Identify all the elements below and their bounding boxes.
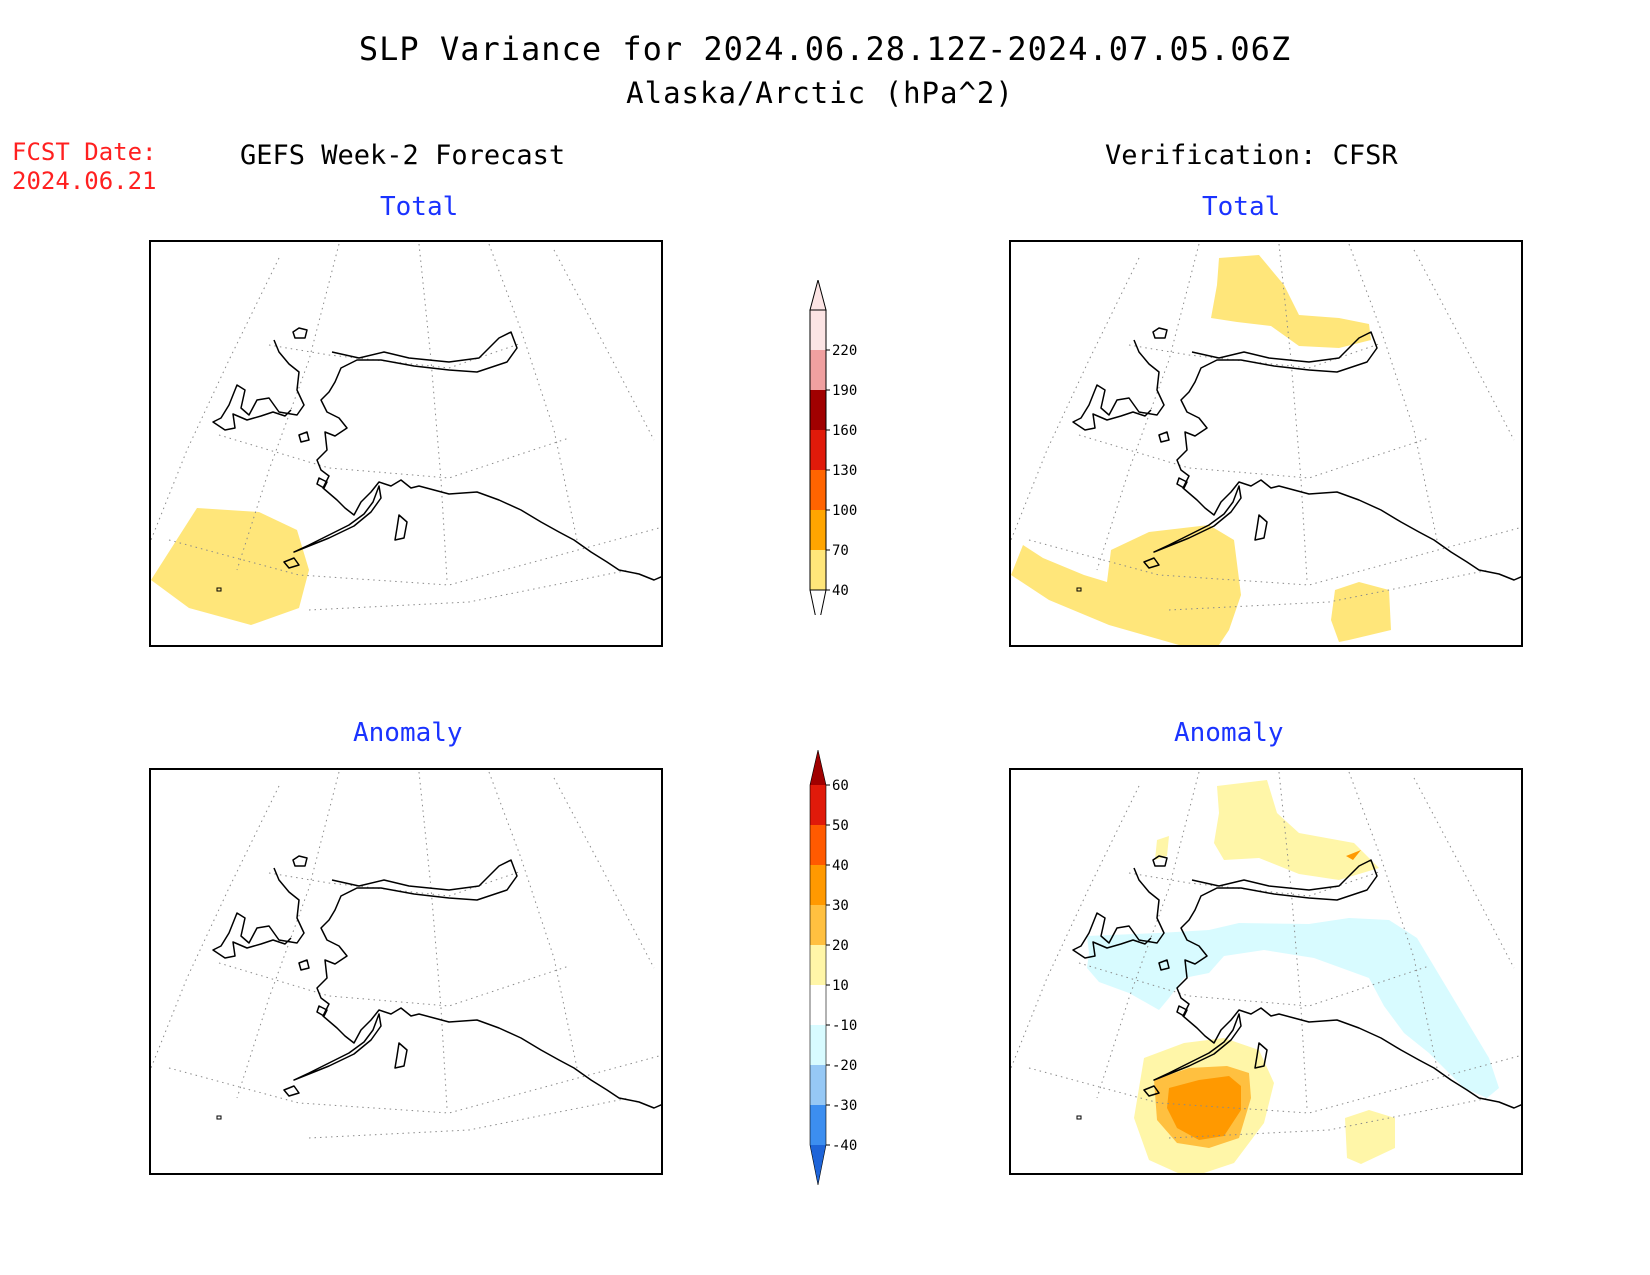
colorbar-total-tick: 70 bbox=[832, 543, 849, 559]
forecast-total-label: Total bbox=[380, 192, 459, 222]
forecast-date-value: 2024.06.21 bbox=[12, 167, 157, 195]
colorbar-anomaly-tick: 20 bbox=[832, 938, 849, 954]
colorbar-anomaly-segment bbox=[810, 825, 826, 865]
verification-total-label: Total bbox=[1202, 192, 1281, 222]
colorbar-total-segment bbox=[810, 510, 826, 550]
colorbar-anomaly-tick: 10 bbox=[832, 978, 849, 994]
colorbar-anomaly-tick: -10 bbox=[832, 1018, 857, 1034]
colorbar-anomaly-segment bbox=[810, 865, 826, 905]
verification-anomaly-label: Anomaly bbox=[1174, 718, 1284, 748]
colorbar-total-segment bbox=[810, 470, 826, 510]
colorbar-total: 40 70 100 130 160 190 220 bbox=[809, 280, 857, 615]
colorbar-anomaly: -40 -30 -20 -10 10 20 30 40 50 60 bbox=[809, 750, 857, 1186]
colorbar-anomaly-segment bbox=[810, 785, 826, 825]
forecast-column-header: GEFS Week-2 Forecast bbox=[240, 140, 566, 171]
colorbar-total-tick: 160 bbox=[832, 423, 857, 439]
colorbar-anomaly-tick: 50 bbox=[832, 818, 849, 834]
forecast-date-block: FCST Date: 2024.06.21 bbox=[12, 138, 157, 196]
colorbar-total-tick: 130 bbox=[832, 463, 857, 479]
map-subtitle: Alaska/Arctic (hPa^2) bbox=[626, 76, 1014, 110]
colorbar-total-segment bbox=[810, 550, 826, 590]
colorbar-anomaly-segment bbox=[810, 985, 826, 1025]
colorbar-total-segment bbox=[810, 430, 826, 470]
map-forecast-total bbox=[149, 240, 663, 647]
colorbar-total-tick: 40 bbox=[832, 583, 849, 599]
colorbar-anomaly-tick: -20 bbox=[832, 1058, 857, 1074]
colorbar-total-segment bbox=[810, 390, 826, 430]
colorbar-anomaly-tick: 60 bbox=[832, 778, 849, 794]
colorbar-total-segment bbox=[810, 310, 826, 350]
colorbar-anomaly-tick: -30 bbox=[832, 1098, 857, 1114]
colorbar-anomaly-tick: -40 bbox=[832, 1138, 857, 1154]
colorbar-total-segment bbox=[810, 350, 826, 390]
map-verification-total bbox=[1009, 240, 1523, 647]
colorbar-anomaly-segment bbox=[810, 905, 826, 945]
colorbar-total-tick: 100 bbox=[832, 503, 857, 519]
colorbar-anomaly-segment bbox=[810, 1065, 826, 1105]
colorbar-total-tick: 190 bbox=[832, 383, 857, 399]
forecast-anomaly-label: Anomaly bbox=[353, 718, 463, 748]
colorbar-anomaly-tick: 40 bbox=[832, 858, 849, 874]
colorbar-total-tick: 220 bbox=[832, 343, 857, 359]
colorbar-anomaly-tick: 30 bbox=[832, 898, 849, 914]
forecast-date-label: FCST Date: bbox=[12, 138, 157, 166]
map-title: SLP Variance for 2024.06.28.12Z-2024.07.… bbox=[358, 30, 1292, 68]
verification-column-header: Verification: CFSR bbox=[1105, 140, 1398, 171]
map-verification-anomaly bbox=[1009, 768, 1523, 1175]
colorbar-anomaly-segment bbox=[810, 1105, 826, 1145]
colorbar-anomaly-segment bbox=[810, 945, 826, 985]
map-forecast-anomaly bbox=[149, 768, 663, 1175]
colorbar-anomaly-segment bbox=[810, 1025, 826, 1065]
